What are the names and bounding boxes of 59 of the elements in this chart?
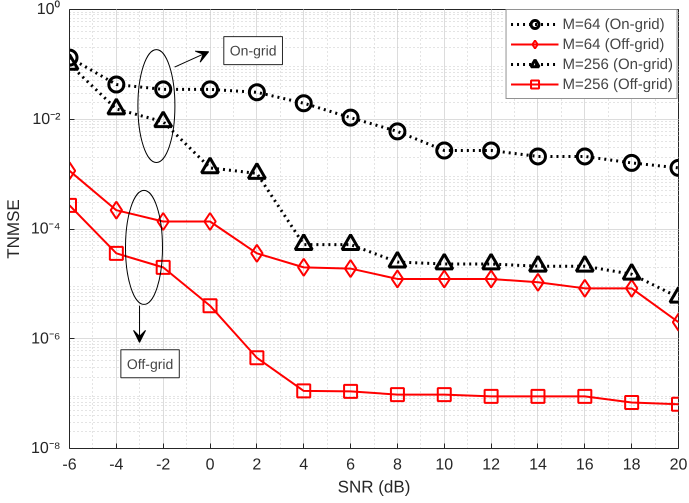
y-tick-label: 10⁻⁶: [31, 330, 61, 348]
point: [435, 141, 454, 160]
x-tick-label: 16: [576, 456, 594, 474]
point: [484, 388, 499, 404]
legend-label: M=64 (On-grid): [562, 16, 665, 32]
point: [296, 383, 312, 398]
y-axis-title: TNMSE: [4, 199, 23, 259]
point: [388, 122, 406, 140]
x-tick-label: 14: [529, 456, 547, 474]
x-tick-label: 8: [392, 456, 402, 474]
x-tick-label: 6: [346, 456, 356, 474]
x-tick-label: 18: [622, 456, 641, 474]
annotation: Off-grid: [126, 356, 174, 372]
point: [482, 141, 500, 160]
point: [576, 147, 594, 166]
y-tick-label: 10⁰: [36, 0, 60, 18]
x-tick-label: 2: [252, 456, 262, 474]
point: [530, 388, 546, 404]
point: [390, 269, 404, 288]
point: [390, 387, 405, 402]
x-tick-label: 0: [206, 456, 215, 474]
point: [622, 154, 641, 172]
point: [344, 259, 358, 278]
point: [202, 298, 218, 314]
annotation: On-grid: [230, 42, 276, 59]
point: [624, 278, 638, 298]
point: [577, 388, 592, 404]
point: [484, 269, 498, 288]
y-tick-label: 10⁻⁸: [30, 440, 60, 457]
point: [436, 387, 452, 402]
point: [201, 80, 220, 98]
x-axis-title: SNR (dB): [338, 478, 410, 496]
point: [107, 76, 126, 94]
point: [154, 80, 172, 98]
point: [250, 244, 264, 263]
point: [108, 246, 124, 261]
x-tick-label: 10: [435, 456, 454, 474]
legend-label: M=256 (On-grid): [562, 56, 673, 72]
point: [624, 394, 640, 410]
point: [294, 94, 313, 112]
x-tick-label: -6: [62, 456, 77, 474]
point: [343, 384, 358, 399]
legend-label: M=64 (Off-grid): [562, 36, 664, 52]
point: [342, 108, 360, 127]
x-tick-label: 4: [299, 456, 308, 474]
point: [156, 260, 171, 275]
point: [531, 272, 545, 292]
legend-label: M=256 (Off-grid): [562, 76, 673, 92]
x-tick-label: -4: [109, 456, 124, 474]
point: [249, 350, 264, 366]
x-tick-label: 20: [670, 456, 688, 474]
y-tick-label: 10⁻⁴: [30, 220, 61, 238]
point: [248, 83, 266, 102]
x-tick-label: 12: [482, 456, 500, 474]
point: [528, 147, 547, 166]
point: [110, 200, 124, 220]
x-tick-label: -2: [156, 456, 170, 474]
point: [203, 212, 217, 231]
y-tick-label: 10⁻²: [32, 110, 62, 128]
